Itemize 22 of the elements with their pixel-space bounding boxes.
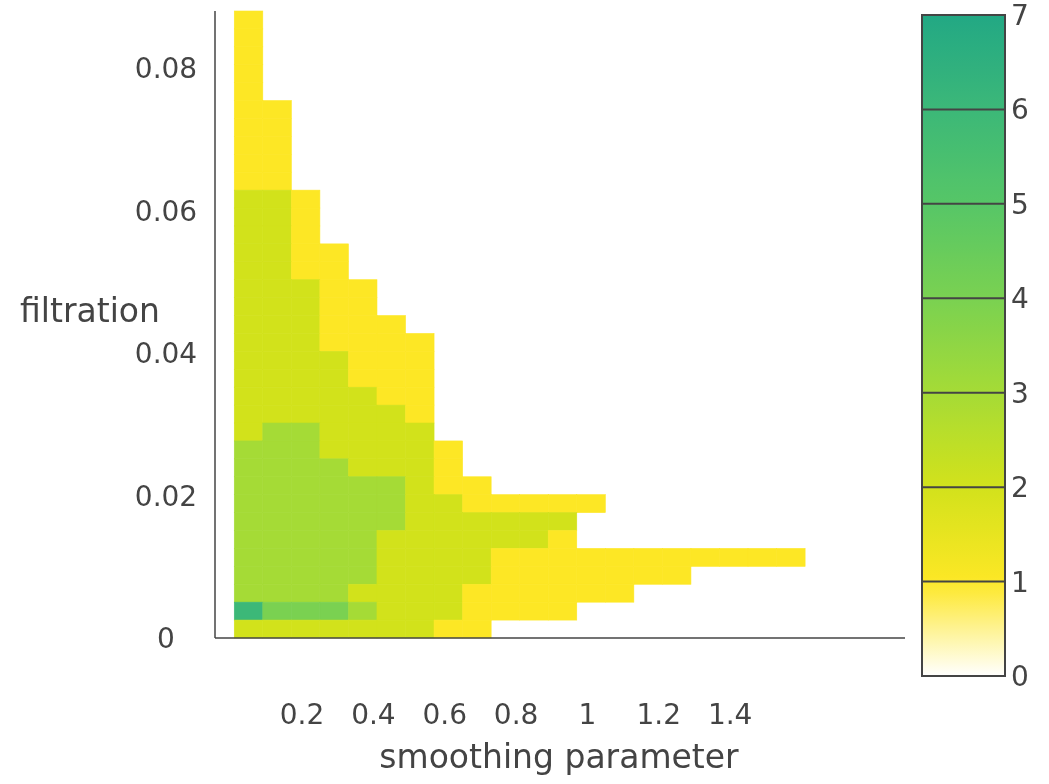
y-tick-label: 0.04	[134, 336, 198, 370]
y-tick-label: 0.08	[134, 51, 198, 85]
x-tick-label: 0.4	[351, 697, 396, 731]
color-bar-label: 1	[1011, 565, 1029, 599]
x-tick-label: 1	[578, 697, 597, 731]
y-tick-label: 0	[157, 621, 175, 655]
color-bar-label: 0	[1011, 659, 1029, 693]
x-tick-label: 0.6	[422, 697, 468, 731]
x-tick-label: 1.2	[636, 697, 682, 731]
color-bar-label: 4	[1011, 281, 1029, 315]
color-bar-label: 2	[1011, 470, 1029, 504]
color-bar-label: 5	[1011, 187, 1029, 221]
color-bar-label: 3	[1011, 376, 1029, 410]
y-axis-title: filtration	[20, 290, 160, 330]
x-tick-label: 1.4	[707, 697, 753, 731]
y-tick-label: 0.02	[134, 479, 198, 512]
x-tick-label: 0.2	[279, 697, 325, 731]
color-bar-label: 7	[1011, 0, 1029, 32]
color-bar-label: 6	[1011, 92, 1029, 126]
x-tick-label: 0.8	[493, 697, 539, 731]
y-tick-label: 0.06	[134, 194, 198, 227]
x-axis-title: smoothing parameter	[379, 736, 740, 776]
